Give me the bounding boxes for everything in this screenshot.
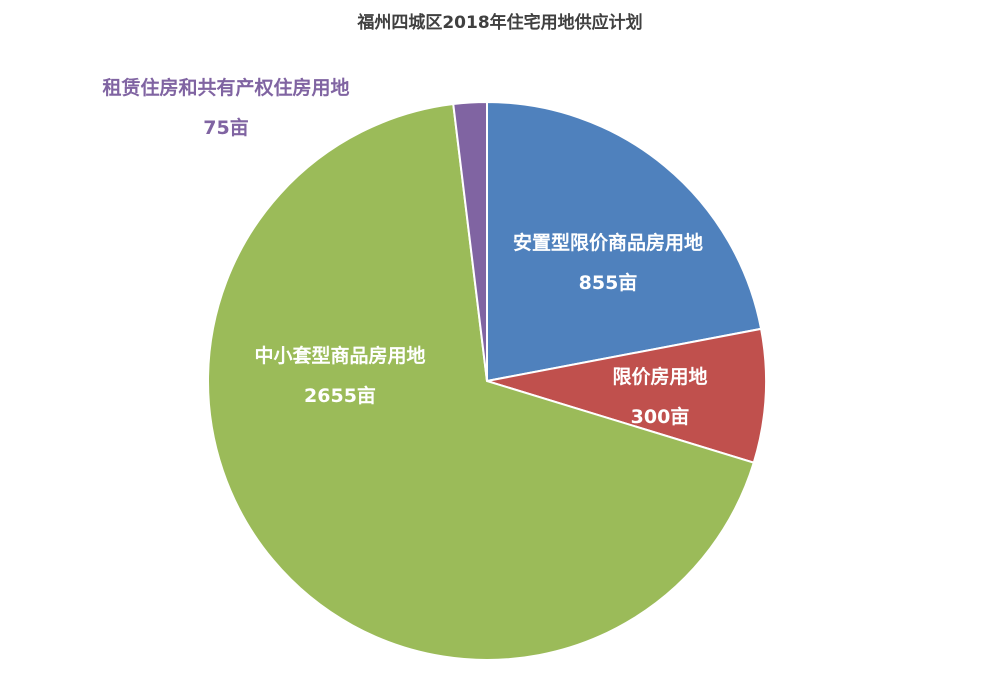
- pie-slice-zulin: [452, 100, 488, 382]
- slice-label-anzhi: 安置型限价商品房用地: [513, 231, 703, 254]
- pie-slice-anzhi: [486, 100, 763, 383]
- pie-slices: [207, 100, 767, 661]
- slice-value-label-xianjia: 300亩: [631, 405, 690, 428]
- slice-label-xianjia: 限价房用地: [612, 365, 707, 388]
- pie-slice-xianjia: [486, 327, 767, 464]
- slice-label-zhongxiao: 中小套型商品房用地: [254, 344, 425, 367]
- slice-value-label-zhongxiao: 2655亩: [304, 384, 376, 407]
- slice-value-label-anzhi: 855亩: [579, 271, 638, 294]
- slice-value-label-zulin: 75亩: [203, 116, 248, 139]
- chart-title: 福州四城区2018年住宅用地供应计划: [357, 13, 643, 33]
- slice-label-zulin: 租赁住房和共有产权住房用地: [102, 76, 349, 99]
- pie-slice-zhongxiao: [207, 102, 756, 661]
